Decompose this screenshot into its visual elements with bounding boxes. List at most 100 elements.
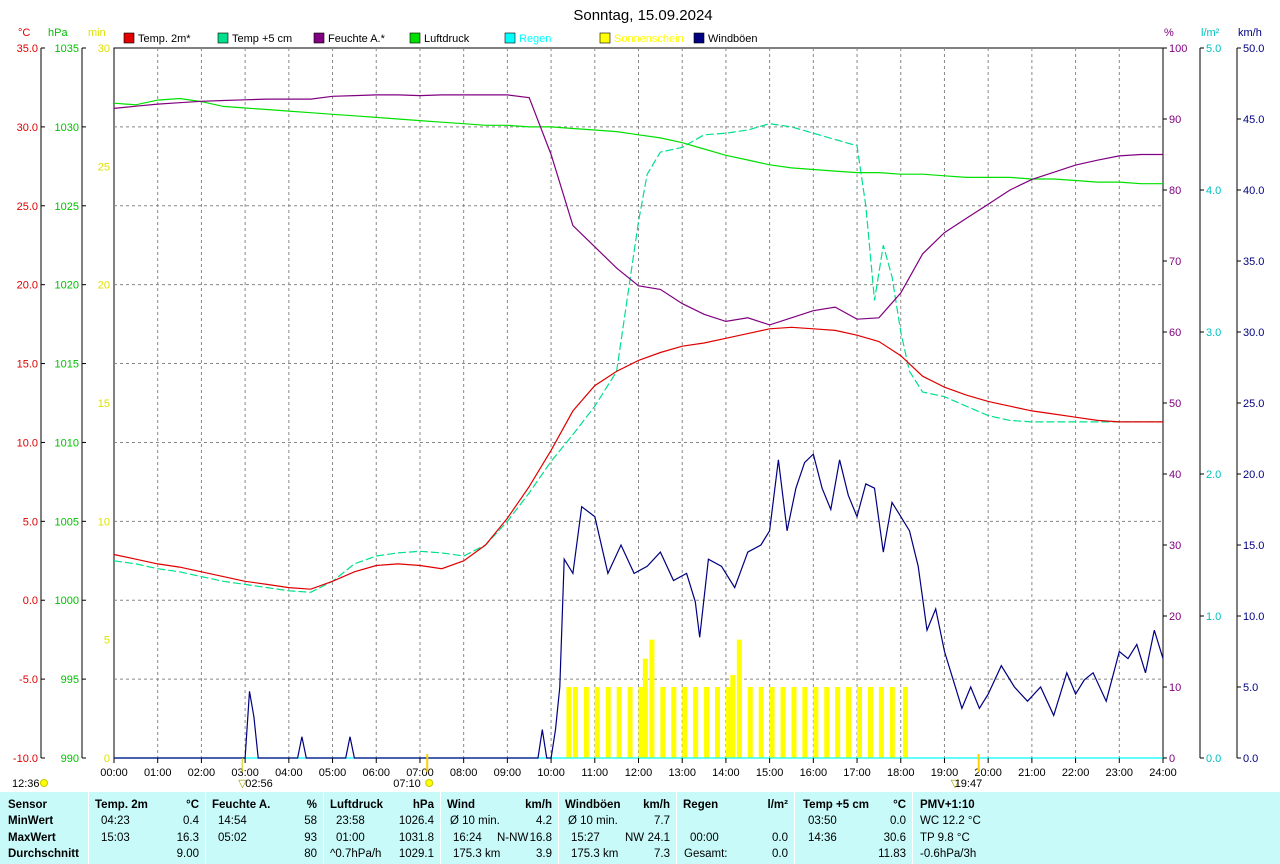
legend-swatch (313, 32, 325, 44)
rain-tick-label: 0.0 (1206, 753, 1221, 765)
sunshine-bar (693, 687, 699, 758)
sunshine-bar (660, 687, 666, 758)
temp-tick-label: 35.0 (17, 43, 38, 55)
humidity-tick-label: 10 (1169, 682, 1181, 694)
series-temp-2m (113, 326, 1163, 590)
sunshine-bar (682, 687, 688, 758)
legend-label: Sonnenschein (614, 33, 684, 45)
series-windb-en (114, 452, 1164, 759)
sunshine-bar (671, 687, 677, 758)
time-tick-label: 23:00 (1106, 767, 1134, 779)
time-tick-label: 17:00 (843, 767, 871, 779)
pressure-tick-label: 995 (61, 674, 79, 686)
sunshine-bar (627, 687, 633, 758)
time-tick-label: 05:00 (319, 767, 347, 779)
sunshine-bar (638, 687, 644, 758)
sunshine-bar (758, 687, 764, 758)
sunshine-bar (835, 687, 841, 758)
temp5cm-unit: °C (893, 799, 906, 811)
time-tick-label: 03:00 (231, 767, 259, 779)
rain-unit: l/m² (767, 799, 788, 811)
sun-tick-label: 30 (98, 43, 110, 55)
humidity-unit: % (306, 799, 317, 811)
sunshine-bar (878, 687, 884, 758)
sunshine-bar (730, 675, 736, 758)
wind-avg10: 4.2 (536, 815, 552, 827)
temp2m-header: Temp. 2m (95, 799, 148, 811)
wind-tick-label: 50.0 (1243, 43, 1264, 55)
series-layer (113, 94, 1164, 759)
time-tick-label: 24:00 (1149, 767, 1177, 779)
series-feuchte-a (113, 94, 1163, 326)
grid (114, 48, 1163, 758)
sunshine-bar (846, 687, 852, 758)
temp2m-unit: °C (186, 799, 199, 811)
temp5cm-avg: 11.83 (878, 848, 906, 860)
sunshine-bar (704, 687, 710, 758)
temp2m-min-time: 04:23 (101, 815, 130, 827)
pressure-tick-label: 1000 (55, 595, 79, 607)
temp-unit-label: °C (18, 27, 30, 39)
sunshine-bar (649, 639, 655, 758)
wind-max-time: 16:24 (453, 832, 482, 844)
sun-tick-label: 5 (104, 635, 110, 647)
sunshine-bar (867, 687, 873, 758)
humidity-min-time: 14:54 (218, 815, 247, 827)
axis-units: °C hPa min% l/m² km/h (18, 27, 1262, 39)
humidity-tick-label: 70 (1169, 256, 1181, 268)
chart-title: Sonntag, 15.09.2024 (573, 7, 712, 24)
humidity-tick-label: 30 (1169, 540, 1181, 552)
humidity-tick-label: 100 (1169, 43, 1187, 55)
moonset-time: 02:56 (245, 778, 273, 790)
temp-tick-label: 0.0 (23, 595, 38, 607)
wind-avg: 3.9 (536, 848, 552, 860)
temp2m-avg: 9.00 (176, 848, 199, 860)
wind-tick-label: 30.0 (1243, 327, 1264, 339)
time-tick-label: 06:00 (362, 767, 390, 779)
sunshine-bar (824, 687, 830, 758)
rain-unit-label: l/m² (1201, 27, 1220, 39)
pressure-tick-label: 1005 (55, 516, 79, 528)
wind-tick-label: 45.0 (1243, 114, 1264, 126)
temp5cm-min-time: 03:50 (808, 815, 837, 827)
temp5cm-max: 30.6 (883, 832, 906, 844)
temp5cm-header: Temp +5 cm (803, 799, 869, 811)
time-tick-label: 15:00 (756, 767, 784, 779)
pressure-min: 1026.4 (398, 815, 434, 827)
time-tick-label: 10:00 (537, 767, 565, 779)
temp2m-min: 0.4 (183, 815, 199, 827)
wind-tick-label: 10.0 (1243, 611, 1264, 623)
time-tick-label: 19:00 (931, 767, 959, 779)
humidity-min: 58 (304, 815, 317, 827)
pressure-tick-label: 1030 (55, 122, 79, 134)
stats-temp2m: Temp. 2m °C 04:23 0.4 15:03 16.3 9.00 (88, 792, 206, 864)
sunshine-bar (769, 687, 775, 758)
humidity-tick-label: 40 (1169, 469, 1181, 481)
legend-swatch (693, 32, 705, 44)
temp5cm-max-time: 14:36 (808, 832, 837, 844)
time-tick-label: 20:00 (974, 767, 1002, 779)
pmv-pressure-trend: -0.6hPa/3h (920, 848, 977, 860)
temp2m-max: 16.3 (176, 832, 199, 844)
series-luftdruck (113, 97, 1163, 185)
pressure-avg: 1029.1 (398, 848, 434, 860)
pressure-tick-label: 1035 (55, 43, 79, 55)
pressure-max-time: 01:00 (336, 832, 365, 844)
legend-label: Temp. 2m* (138, 33, 191, 45)
stats-pressure: Luftdruck hPa 23:58 1026.4 01:00 1031.8 … (323, 792, 441, 864)
humidity-tick-label: 50 (1169, 398, 1181, 410)
pressure-trend: ^0.7hPa/h (330, 848, 382, 860)
stats-temp5cm: Temp +5 cm °C 03:50 0.0 14:36 30.6 11.83 (794, 792, 913, 864)
wind-tick-label: 35.0 (1243, 256, 1264, 268)
sunshine-bar (642, 658, 648, 758)
wind-tick-label: 15.0 (1243, 540, 1264, 552)
temp-tick-label: 25.0 (17, 201, 38, 213)
legend-swatch (217, 32, 229, 44)
sun-tick-label: 15 (98, 398, 110, 410)
sun-unit-label: min (88, 27, 106, 39)
weather-chart: Sonntag, 15.09.2024 Temp. 2m* Temp +5 cm F… (12, 7, 1264, 790)
sunshine-bar (594, 687, 600, 758)
humidity-header: Feuchte A. (212, 799, 271, 811)
sensor-header: Sensor (8, 799, 47, 811)
stats-wind: Wind km/h Ø 10 min. 4.2 16:24 N-NW 16.8 … (440, 792, 559, 864)
